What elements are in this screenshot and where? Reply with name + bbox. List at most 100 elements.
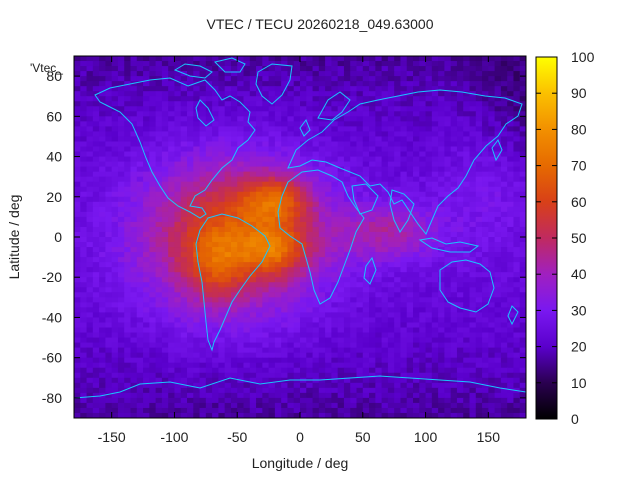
heatmap-cell: [293, 292, 301, 298]
heatmap-cell: [218, 116, 226, 122]
heatmap-cell: [300, 221, 307, 228]
heatmap-cell: [99, 156, 106, 163]
heatmap-cell: [105, 352, 113, 359]
heatmap-cell: [180, 171, 188, 178]
heatmap-cell: [224, 362, 232, 369]
heatmap-cell: [419, 96, 427, 102]
heatmap-cell: [187, 282, 194, 288]
heatmap-cell: [224, 126, 232, 133]
heatmap-cell: [268, 166, 276, 173]
heatmap-cell: [500, 332, 508, 339]
heatmap-cell: [482, 71, 489, 77]
heatmap-cell: [369, 242, 376, 248]
heatmap-cell: [105, 176, 113, 183]
heatmap-cell: [136, 262, 144, 268]
heatmap-cell: [274, 317, 282, 324]
heatmap-cell: [205, 121, 213, 127]
heatmap-cell: [306, 111, 314, 117]
heatmap-cell: [362, 357, 370, 364]
heatmap-cell: [425, 181, 433, 188]
heatmap-cell: [168, 257, 176, 263]
heatmap-cell: [256, 322, 263, 329]
heatmap-cell: [136, 201, 144, 208]
heatmap-cell: [343, 146, 351, 153]
heatmap-cell: [193, 347, 201, 354]
heatmap-cell: [331, 237, 339, 243]
heatmap-cell: [168, 116, 176, 122]
heatmap-cell: [193, 206, 201, 213]
heatmap-cell: [419, 387, 427, 394]
heatmap-cell: [117, 231, 125, 238]
heatmap-cell: [86, 347, 94, 354]
heatmap-cell: [237, 307, 245, 314]
heatmap-cell: [469, 156, 477, 163]
heatmap-cell: [80, 111, 88, 117]
heatmap-cell: [450, 327, 458, 334]
heatmap-cell: [519, 302, 526, 308]
heatmap-cell: [406, 186, 414, 193]
heatmap-cell: [130, 231, 138, 238]
heatmap-cell: [74, 252, 81, 258]
heatmap-cell: [507, 297, 515, 303]
heatmap-cell: [161, 242, 169, 248]
heatmap-cell: [369, 221, 376, 228]
heatmap-cell: [381, 86, 389, 92]
heatmap-cell: [444, 372, 452, 379]
heatmap-cell: [143, 211, 150, 218]
heatmap-cell: [99, 91, 106, 97]
heatmap-cell: [413, 322, 420, 329]
heatmap-cell: [425, 106, 433, 112]
heatmap-cell: [111, 382, 119, 389]
heatmap-cell: [99, 322, 106, 329]
heatmap-cell: [86, 392, 94, 399]
heatmap-cell: [507, 337, 515, 344]
heatmap-cell: [199, 156, 207, 163]
heatmap-cell: [287, 322, 295, 329]
heatmap-cell: [161, 96, 169, 102]
heatmap-cell: [80, 86, 88, 92]
heatmap-cell: [92, 56, 100, 62]
heatmap-cell: [281, 206, 289, 213]
heatmap-cell: [488, 191, 496, 198]
heatmap-cell: [180, 352, 188, 359]
heatmap-cell: [488, 176, 496, 183]
heatmap-cell: [469, 292, 477, 298]
heatmap-cell: [99, 257, 106, 263]
heatmap-cell: [136, 302, 144, 308]
heatmap-cell: [124, 362, 132, 369]
heatmap-cell: [161, 141, 169, 148]
heatmap-cell: [174, 61, 182, 67]
heatmap-cell: [419, 121, 427, 127]
heatmap-cell: [155, 282, 163, 288]
heatmap-cell: [519, 181, 526, 188]
heatmap-cell: [274, 312, 282, 319]
heatmap-cell: [425, 322, 433, 329]
heatmap-cell: [243, 367, 251, 374]
heatmap-cell: [281, 312, 289, 319]
heatmap-cell: [419, 71, 427, 77]
heatmap-cell: [456, 136, 464, 143]
heatmap-cell: [155, 161, 163, 168]
heatmap-cell: [507, 146, 515, 153]
heatmap-cell: [256, 211, 263, 218]
heatmap-cell: [268, 262, 276, 268]
heatmap-cell: [86, 76, 94, 82]
heatmap-cell: [438, 237, 445, 243]
heatmap-cell: [168, 56, 176, 62]
heatmap-cell: [300, 96, 307, 102]
heatmap-cell: [281, 176, 289, 183]
heatmap-cell: [300, 272, 307, 278]
heatmap-cell: [193, 287, 201, 293]
heatmap-cell: [74, 377, 81, 384]
heatmap-cell: [230, 347, 238, 354]
heatmap-cell: [180, 56, 188, 62]
heatmap-cell: [161, 186, 169, 193]
heatmap-cell: [124, 226, 132, 233]
heatmap-cell: [325, 71, 332, 77]
heatmap-cell: [143, 402, 150, 409]
heatmap-cell: [124, 247, 132, 253]
heatmap-cell: [237, 146, 245, 153]
heatmap-cell: [369, 377, 376, 384]
heatmap-cell: [456, 61, 464, 67]
heatmap-cell: [381, 277, 389, 283]
